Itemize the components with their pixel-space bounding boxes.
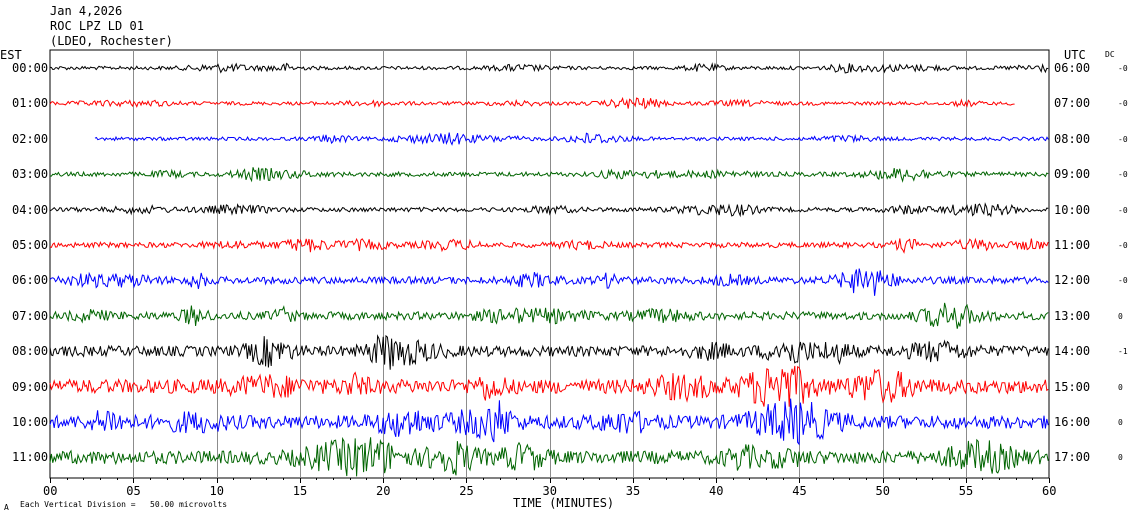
trace-line bbox=[49, 96, 1015, 110]
x-tick-label: 25 bbox=[459, 484, 474, 498]
x-tick-label: 55 bbox=[958, 484, 974, 498]
trace-line bbox=[49, 436, 1049, 477]
trace-line bbox=[49, 334, 1049, 370]
dc-offset-label: -0 bbox=[1118, 64, 1128, 73]
utc-hour-label: 06:00 bbox=[1054, 61, 1091, 75]
est-hour-label: 04:00 bbox=[12, 202, 49, 217]
x-tick-label: 40 bbox=[709, 484, 724, 498]
dc-offset-label: -1 bbox=[1118, 347, 1128, 357]
dc-offset-label: -0 bbox=[1118, 170, 1128, 180]
trace-line bbox=[49, 202, 1049, 218]
x-tick-label: 35 bbox=[625, 484, 641, 498]
trace-line bbox=[94, 132, 1049, 146]
utc-hour-label: 07:00 bbox=[1054, 96, 1091, 111]
x-tick-label: 30 bbox=[542, 484, 557, 498]
trace-line bbox=[49, 62, 1049, 74]
x-tick-label: 45 bbox=[792, 484, 807, 498]
x-tick-label: 10 bbox=[209, 484, 224, 498]
x-tick-label: 20 bbox=[376, 484, 391, 498]
est-hour-label: 00:00 bbox=[12, 61, 49, 75]
utc-hour-label: 11:00 bbox=[1054, 238, 1091, 252]
est-hour-label: 05:00 bbox=[12, 238, 49, 252]
est-hour-label: 01:00 bbox=[12, 96, 49, 111]
dc-offset-label: -0 bbox=[1118, 134, 1128, 144]
utc-hour-label: 16:00 bbox=[1054, 415, 1091, 429]
chart-date: Jan 4,2026 bbox=[50, 4, 123, 18]
plot-frame bbox=[49, 49, 1050, 479]
trace-line bbox=[49, 237, 1049, 254]
utc-hour-label: 08:00 bbox=[1054, 131, 1091, 146]
est-zone-label: EST bbox=[0, 48, 22, 62]
vertical-division-note: Each Vertical Division = 50.00 microvolt… bbox=[20, 500, 228, 509]
trace-line bbox=[49, 302, 1049, 329]
utc-hour-label: 12:00 bbox=[1054, 273, 1091, 288]
x-tick-label: 05 bbox=[126, 484, 141, 498]
dc-offset-label: -0 bbox=[1118, 241, 1128, 250]
dc-offset-label: 0 bbox=[1118, 453, 1123, 463]
trace-line bbox=[49, 268, 1049, 296]
seismic-traces bbox=[49, 62, 1049, 477]
utc-zone-label: UTC bbox=[1064, 48, 1086, 62]
est-hour-label: 02:00 bbox=[12, 131, 49, 146]
utc-hour-label: 10:00 bbox=[1054, 202, 1091, 217]
trace-line bbox=[49, 365, 1049, 407]
est-hour-label: 06:00 bbox=[12, 273, 49, 288]
network-name: (LDEO, Rochester) bbox=[50, 34, 173, 48]
dc-offset-label: 0 bbox=[1118, 418, 1123, 427]
est-hour-label: 09:00 bbox=[12, 379, 49, 394]
est-hour-label: 11:00 bbox=[12, 450, 49, 465]
utc-hour-label: 15:00 bbox=[1054, 379, 1091, 394]
est-hour-label: 03:00 bbox=[12, 167, 49, 182]
utc-hour-label: 14:00 bbox=[1054, 344, 1091, 359]
trace-line bbox=[49, 398, 1049, 446]
x-tick-label: 15 bbox=[292, 484, 308, 498]
est-hour-label: 10:00 bbox=[12, 415, 49, 429]
utc-hour-label: 13:00 bbox=[1054, 308, 1091, 323]
est-hour-label: 08:00 bbox=[12, 344, 49, 359]
est-hour-label: 07:00 bbox=[12, 308, 49, 323]
utc-hour-label: 09:00 bbox=[1054, 167, 1091, 182]
dc-offset-label: -0 bbox=[1118, 205, 1128, 215]
corner-mark: A bbox=[4, 503, 9, 512]
x-tick-label: 00 bbox=[43, 484, 58, 498]
station-code: ROC LPZ LD 01 bbox=[50, 19, 144, 33]
x-tick-label: 50 bbox=[875, 484, 890, 498]
dc-offset-label: 0 bbox=[1118, 311, 1123, 321]
dc-offset-label: -0 bbox=[1118, 276, 1128, 286]
trace-line bbox=[49, 167, 1049, 183]
dc-offset-label: -0 bbox=[1118, 99, 1128, 109]
time-grid bbox=[49, 49, 1050, 483]
dc-column-label: DC bbox=[1105, 50, 1115, 59]
utc-hour-label: 17:00 bbox=[1054, 450, 1091, 465]
dc-offset-label: 0 bbox=[1118, 382, 1123, 392]
x-tick-label: 60 bbox=[1042, 484, 1057, 498]
x-axis-title: TIME (MINUTES) bbox=[513, 496, 615, 510]
